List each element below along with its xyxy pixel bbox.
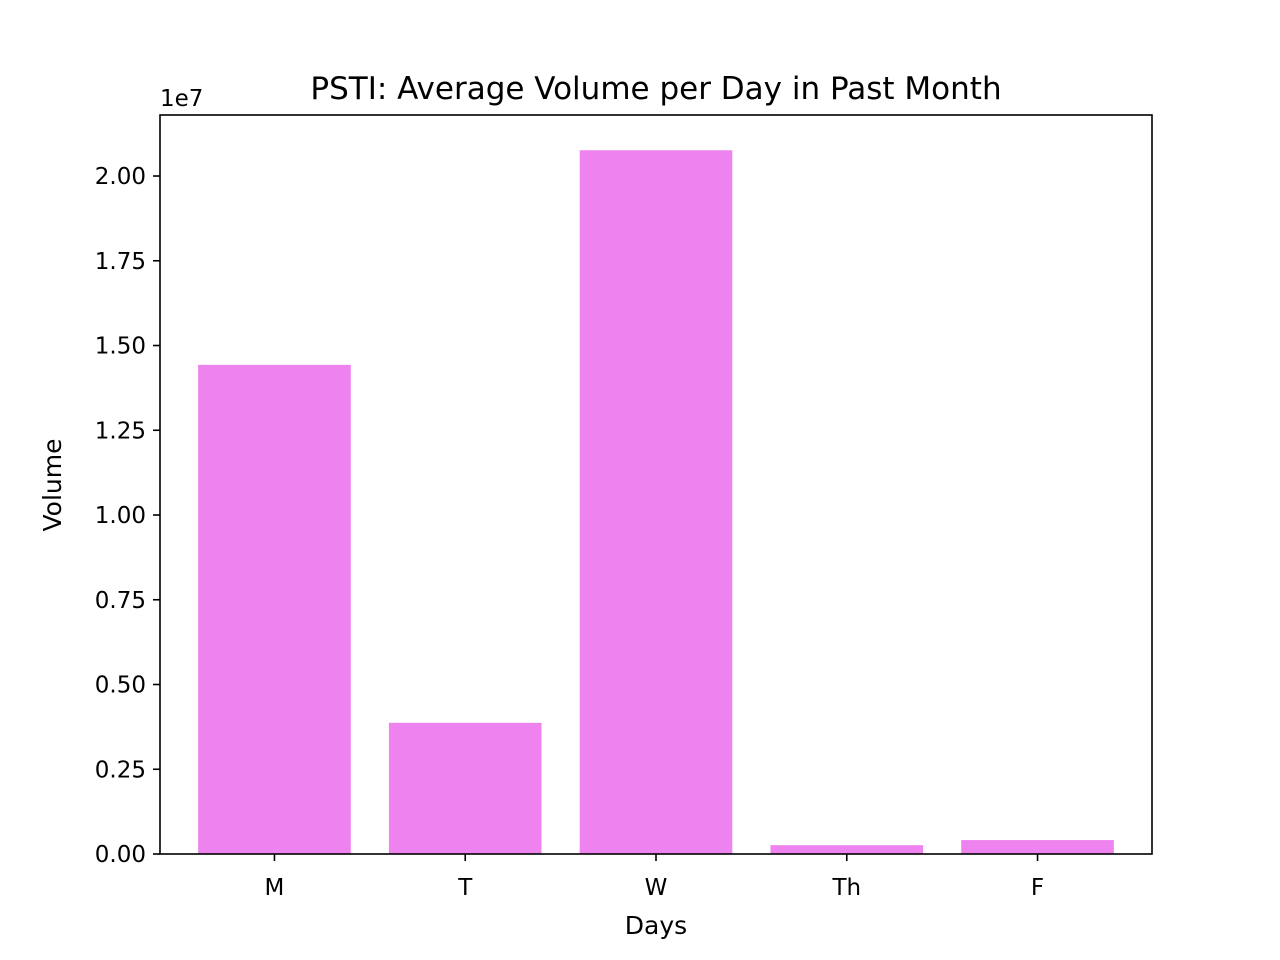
y-tick-label: 1.75 <box>95 249 146 275</box>
bar-w <box>579 150 733 854</box>
y-tick-label: 1.00 <box>95 503 146 529</box>
chart-title: PSTI: Average Volume per Day in Past Mon… <box>310 71 1001 107</box>
y-tick-label: 2.00 <box>95 164 146 190</box>
x-axis-ticks: M T W Th F <box>265 854 1044 901</box>
y-tick-label: 0.00 <box>95 842 146 868</box>
x-tick-label: W <box>645 875 668 901</box>
x-axis-label: Days <box>625 911 687 940</box>
bar-f <box>961 840 1114 854</box>
x-tick-label: T <box>457 875 473 901</box>
x-tick-label: Th <box>831 875 861 901</box>
y-tick-label: 1.50 <box>95 334 146 360</box>
y-axis-offset-label: 1e7 <box>160 86 203 112</box>
bar-m <box>198 364 351 854</box>
x-tick-label: F <box>1031 875 1044 901</box>
y-axis-ticks: 0.00 0.25 0.50 0.75 1.00 1.25 1.50 1.75 2.00 <box>95 164 160 868</box>
y-tick-label: 1.25 <box>95 418 146 444</box>
y-tick-label: 0.50 <box>95 673 146 699</box>
y-axis-label: Volume <box>38 439 67 532</box>
x-tick-label: M <box>265 875 285 901</box>
bar-th <box>770 845 924 854</box>
bars-layer <box>198 150 1114 854</box>
y-tick-label: 0.75 <box>95 588 146 614</box>
y-tick-label: 0.25 <box>95 757 146 783</box>
bar-t <box>388 722 542 854</box>
